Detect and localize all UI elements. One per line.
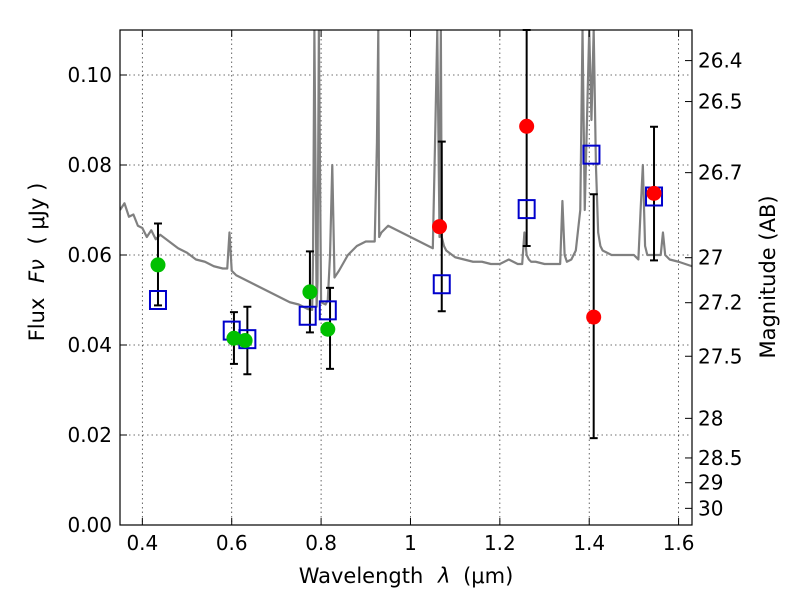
observed-point-green xyxy=(150,257,166,273)
plot-frame xyxy=(119,29,693,526)
y2-tick-label: 28.5 xyxy=(698,446,743,470)
model-box-marker xyxy=(432,274,451,295)
observed-points xyxy=(150,118,662,348)
x-tick-label: 0.4 xyxy=(126,531,158,555)
x-axis-label-unit: (μm) xyxy=(463,564,513,588)
model-box-marker xyxy=(582,144,601,165)
y2-tick-label: 28 xyxy=(698,406,723,430)
model-box-marker xyxy=(298,305,317,326)
y2-axis-label: Magnitude (AB) xyxy=(756,195,780,358)
observed-point-red xyxy=(586,309,602,325)
axis-ticks: 0.4 0.6 0.8 1 1.2 1.4 1.6 0.00 0.02 0.04 0.06 0.08 0… xyxy=(67,30,743,555)
y-axis-label-prefix: Flux xyxy=(25,298,49,342)
observed-point-green xyxy=(226,330,242,346)
y-tick-label: 0.06 xyxy=(67,243,112,267)
observed-point-green xyxy=(237,333,253,348)
y2-tick-label: 30 xyxy=(698,496,723,520)
y-axis-label-unit: ( μJy ) xyxy=(25,183,49,245)
y2-tick-label: 26.4 xyxy=(698,49,743,73)
y2-tick-label: 26.7 xyxy=(698,161,743,185)
y2-tick-label: 26.5 xyxy=(698,90,743,114)
y-axis-label-symbol: Fν xyxy=(25,259,49,283)
model-spectrum xyxy=(120,30,692,311)
x-tick-label: 1.4 xyxy=(573,531,605,555)
model-spectrum-line xyxy=(120,30,692,311)
y-tick-label: 0.10 xyxy=(67,63,112,87)
observed-point-green xyxy=(320,321,336,337)
observed-point-green xyxy=(302,284,318,300)
observed-point-red xyxy=(646,185,662,201)
model-box-marker xyxy=(318,300,337,321)
y2-tick-label: 27 xyxy=(698,246,723,270)
x-axis-label-prefix: Wavelength xyxy=(299,564,424,588)
x-tick-label: 1 xyxy=(404,531,417,555)
y-axis-label: Flux Fν ( μJy ) xyxy=(25,183,49,342)
x-tick-label: 0.8 xyxy=(305,531,337,555)
x-axis-label-symbol: λ xyxy=(437,564,450,588)
observed-point-red xyxy=(432,219,448,235)
x-tick-label: 1.6 xyxy=(663,531,695,555)
x-tick-label: 1.2 xyxy=(484,531,516,555)
x-axis-label: Wavelength λ (μm) xyxy=(299,564,514,588)
y-tick-label: 0.02 xyxy=(67,423,112,447)
y2-tick-label: 27.5 xyxy=(698,344,743,368)
x-tick-label: 0.6 xyxy=(216,531,248,555)
grid-lines xyxy=(120,30,692,526)
y2-tick-label: 29 xyxy=(698,471,723,495)
observed-point-red xyxy=(519,118,535,134)
y-tick-label: 0.00 xyxy=(67,513,112,537)
y-tick-label: 0.08 xyxy=(67,153,112,177)
model-box-marker xyxy=(517,199,536,220)
model-box-marker xyxy=(148,290,167,310)
y2-tick-label: 27.2 xyxy=(698,291,743,315)
y-tick-label: 0.04 xyxy=(67,333,112,357)
